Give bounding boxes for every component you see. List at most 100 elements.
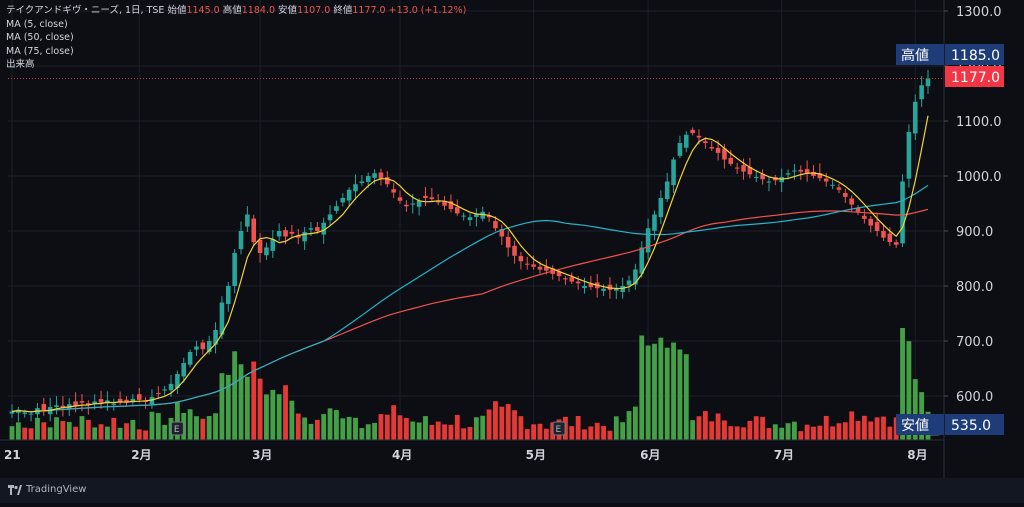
- candle-body: [225, 286, 231, 305]
- volume-bar: [569, 426, 575, 440]
- volume-bar: [785, 423, 791, 440]
- volume-bar: [60, 420, 66, 440]
- legend-ma5[interactable]: MA (5, close): [6, 18, 68, 30]
- candle-body: [54, 405, 59, 408]
- volume-bar: [15, 422, 21, 440]
- volume-bar: [384, 414, 390, 440]
- candle-body: [60, 405, 66, 408]
- volume-bar: [620, 422, 626, 440]
- high-badge-value-bg: [945, 44, 1004, 65]
- low-badge-label-bg: [896, 414, 944, 435]
- volume-bar: [524, 429, 530, 440]
- volume-bar: [423, 416, 428, 440]
- candle-body: [607, 284, 613, 290]
- candle-body: [588, 284, 594, 288]
- legend-ma75[interactable]: MA (75, close): [6, 45, 74, 57]
- volume-bar: [403, 417, 409, 440]
- volume-bar: [143, 430, 149, 440]
- high-badge-label: 高値: [901, 47, 929, 64]
- candle-body: [817, 173, 823, 179]
- volume-bar: [9, 426, 15, 440]
- x-tick-label: 8月: [907, 448, 927, 462]
- candle-body: [454, 207, 460, 214]
- volume-bar: [601, 426, 607, 440]
- volume-bar: [162, 424, 168, 440]
- volume-bar: [340, 418, 346, 440]
- candle-body: [798, 169, 804, 172]
- volume-bar: [73, 426, 79, 440]
- ma50-line: [11, 184, 929, 413]
- volume-bar: [912, 379, 918, 440]
- volume-bar: [613, 416, 619, 440]
- candle-body: [703, 141, 708, 143]
- chart-legend: テイクアンドギヴ・ニーズ, 1日, TSE 始値1145.0 高値1184.0 …: [6, 4, 466, 72]
- candle-body: [213, 330, 218, 345]
- volume-bar: [85, 419, 91, 440]
- y-tick-label: 1100.0: [956, 115, 1002, 130]
- candle-body: [270, 239, 276, 251]
- candle-body: [124, 399, 129, 403]
- volume-bar: [359, 428, 365, 440]
- candle-body: [556, 271, 562, 277]
- candle-body: [175, 374, 180, 389]
- legend-ma50[interactable]: MA (50, close): [6, 32, 74, 43]
- volume-bar: [149, 411, 155, 440]
- volume-bar: [442, 424, 447, 440]
- candle-body: [614, 288, 619, 291]
- volume-bar: [66, 422, 72, 440]
- candle-body: [245, 214, 250, 227]
- volume-bar: [308, 423, 314, 440]
- candle-body: [760, 174, 765, 180]
- tradingview-logo[interactable]: TradingView: [8, 484, 86, 495]
- candle-body: [658, 198, 664, 218]
- volume-bar: [626, 411, 632, 440]
- volume-bar: [683, 354, 689, 440]
- candle-body: [257, 239, 263, 253]
- candle-body: [823, 178, 829, 182]
- volume-bar: [295, 413, 301, 440]
- high-badge-value: 1185.0: [951, 48, 1000, 64]
- volume-bar: [658, 337, 664, 440]
- volume-bar: [410, 421, 416, 440]
- candle-body: [397, 197, 403, 201]
- candle-body: [416, 200, 422, 207]
- candle-body: [753, 177, 759, 179]
- candle-body: [887, 233, 893, 242]
- candle-body: [143, 400, 148, 402]
- x-tick-label: 2月: [131, 448, 151, 462]
- volume-bar: [435, 421, 441, 440]
- candle-body: [849, 198, 854, 205]
- candle-body: [620, 286, 625, 293]
- volume-bar: [416, 422, 422, 440]
- candle-body: [836, 187, 842, 190]
- candle-body: [467, 217, 473, 220]
- volume-bar: [632, 406, 638, 440]
- candle-body: [518, 256, 524, 262]
- high-badge-label-bg: [896, 44, 944, 65]
- earnings-marker-label: E: [174, 425, 180, 435]
- volume-bar: [98, 424, 104, 440]
- candle-body: [136, 394, 142, 400]
- legend-volume[interactable]: 出来高: [6, 59, 35, 70]
- candle-body: [359, 181, 365, 184]
- symbol-title: テイクアンドギヴ・ニーズ, 1日, TSE: [6, 5, 165, 16]
- volume-bar: [333, 410, 339, 440]
- volume-bar: [92, 427, 98, 440]
- volume-bar: [817, 425, 823, 440]
- low-badge-value: 535.0: [951, 418, 991, 434]
- volume-bar: [283, 385, 288, 440]
- volume-bar: [79, 416, 85, 440]
- volume-bar: [741, 427, 746, 440]
- volume-bar: [187, 409, 193, 440]
- candle-body: [461, 215, 466, 217]
- candle-body: [569, 277, 575, 282]
- candle-body: [372, 173, 377, 178]
- volume-bar: [314, 419, 320, 440]
- candle-body: [321, 222, 326, 235]
- volume-bar: [486, 409, 492, 440]
- volume-bar: [766, 428, 772, 440]
- candle-body: [340, 198, 346, 203]
- volume-bar: [594, 422, 600, 440]
